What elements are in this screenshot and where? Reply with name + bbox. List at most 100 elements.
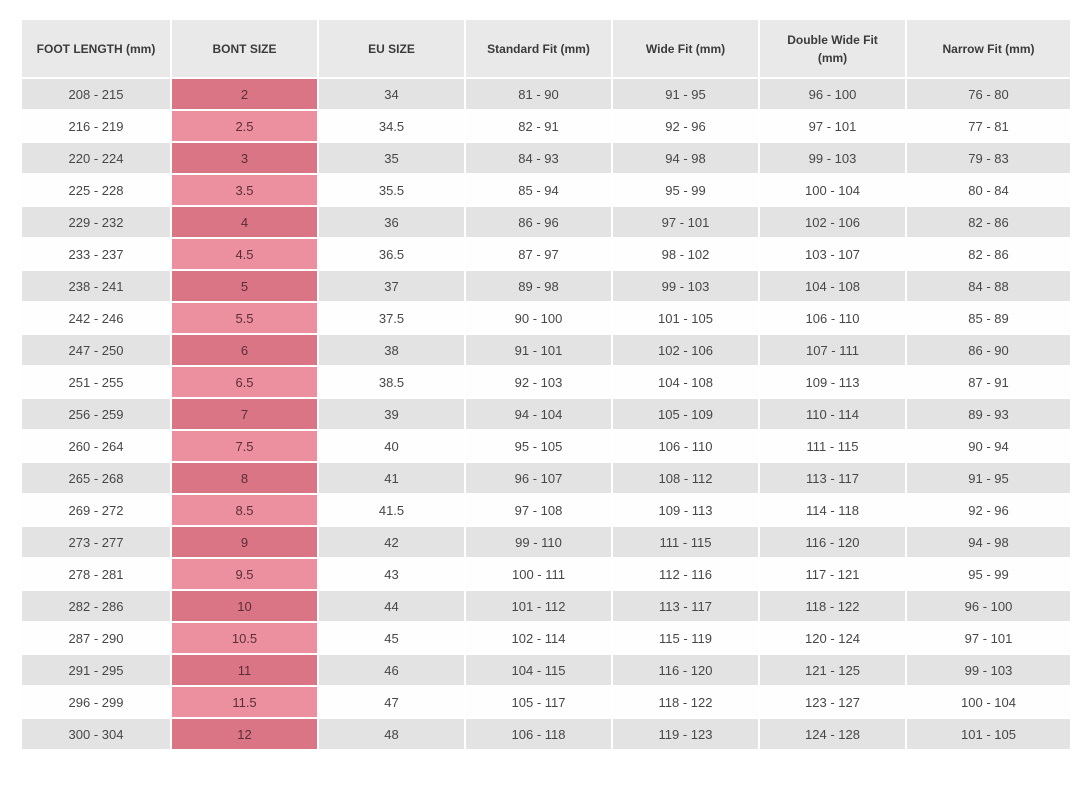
standard-fit-cell: 86 - 96	[464, 205, 613, 239]
narrow-fit-cell: 91 - 95	[905, 461, 1072, 495]
standard-fit-cell: 82 - 91	[464, 109, 613, 143]
eu-size-cell: 48	[317, 717, 466, 751]
bont-size-cell: 7	[170, 397, 319, 431]
bont-size-cell: 7.5	[170, 429, 319, 463]
foot-length-cell: 265 - 268	[20, 461, 172, 495]
bont-size-cell: 9.5	[170, 557, 319, 591]
table-row: 265 - 268 8 41 96 - 107 108 - 112 113 - 117 91…	[20, 461, 1072, 495]
double-wide-fit-cell: 121 - 125	[758, 653, 907, 687]
bont-size-cell: 11.5	[170, 685, 319, 719]
standard-fit-cell: 87 - 97	[464, 237, 613, 271]
eu-size-cell: 42	[317, 525, 466, 559]
eu-size-cell: 36	[317, 205, 466, 239]
foot-length-cell: 247 - 250	[20, 333, 172, 367]
wide-fit-cell: 111 - 115	[611, 525, 760, 559]
standard-fit-cell: 96 - 107	[464, 461, 613, 495]
double-wide-fit-cell: 113 - 117	[758, 461, 907, 495]
standard-fit-cell: 92 - 103	[464, 365, 613, 399]
wide-fit-cell: 113 - 117	[611, 589, 760, 623]
standard-fit-cell: 89 - 98	[464, 269, 613, 303]
eu-size-cell: 38.5	[317, 365, 466, 399]
standard-fit-cell: 94 - 104	[464, 397, 613, 431]
table-row: 282 - 286 10 44 101 - 112 113 - 117 118 - 122…	[20, 589, 1072, 623]
double-wide-fit-cell: 120 - 124	[758, 621, 907, 655]
standard-fit-cell: 90 - 100	[464, 301, 613, 335]
narrow-fit-cell: 94 - 98	[905, 525, 1072, 559]
foot-length-cell: 291 - 295	[20, 653, 172, 687]
double-wide-fit-cell: 103 - 107	[758, 237, 907, 271]
foot-length-cell: 225 - 228	[20, 173, 172, 207]
col-header-foot-length: FOOT LENGTH (mm)	[20, 18, 172, 79]
table-row: 247 - 250 6 38 91 - 101 102 - 106 107 - 111 86…	[20, 333, 1072, 367]
foot-length-cell: 269 - 272	[20, 493, 172, 527]
wide-fit-cell: 104 - 108	[611, 365, 760, 399]
bont-size-cell: 4.5	[170, 237, 319, 271]
wide-fit-cell: 108 - 112	[611, 461, 760, 495]
foot-length-cell: 278 - 281	[20, 557, 172, 591]
table-row: 260 - 264 7.5 40 95 - 105 106 - 110 111 - 115…	[20, 429, 1072, 463]
double-wide-fit-cell: 96 - 100	[758, 77, 907, 111]
table-row: 291 - 295 11 46 104 - 115 116 - 120 121 - 125…	[20, 653, 1072, 687]
double-wide-fit-cell: 100 - 104	[758, 173, 907, 207]
foot-length-cell: 242 - 246	[20, 301, 172, 335]
narrow-fit-cell: 85 - 89	[905, 301, 1072, 335]
table-row: 269 - 272 8.5 41.5 97 - 108 109 - 113 114 - 1…	[20, 493, 1072, 527]
foot-length-cell: 208 - 215	[20, 77, 172, 111]
wide-fit-cell: 98 - 102	[611, 237, 760, 271]
narrow-fit-cell: 84 - 88	[905, 269, 1072, 303]
eu-size-cell: 40	[317, 429, 466, 463]
narrow-fit-cell: 100 - 104	[905, 685, 1072, 719]
narrow-fit-cell: 77 - 81	[905, 109, 1072, 143]
foot-length-cell: 233 - 237	[20, 237, 172, 271]
table-row: 273 - 277 9 42 99 - 110 111 - 115 116 - 120 94…	[20, 525, 1072, 559]
wide-fit-cell: 95 - 99	[611, 173, 760, 207]
narrow-fit-cell: 101 - 105	[905, 717, 1072, 751]
foot-length-cell: 260 - 264	[20, 429, 172, 463]
eu-size-cell: 34	[317, 77, 466, 111]
narrow-fit-cell: 92 - 96	[905, 493, 1072, 527]
wide-fit-cell: 101 - 105	[611, 301, 760, 335]
bont-size-cell: 3	[170, 141, 319, 175]
bont-size-chart-table: FOOT LENGTH (mm) BONT SIZE EU SIZE Stand…	[20, 18, 1072, 751]
wide-fit-cell: 94 - 98	[611, 141, 760, 175]
table-row: 233 - 237 4.5 36.5 87 - 97 98 - 102 103 - 107…	[20, 237, 1072, 271]
standard-fit-cell: 97 - 108	[464, 493, 613, 527]
wide-fit-cell: 106 - 110	[611, 429, 760, 463]
double-wide-fit-cell: 110 - 114	[758, 397, 907, 431]
foot-length-cell: 282 - 286	[20, 589, 172, 623]
bont-size-cell: 5.5	[170, 301, 319, 335]
foot-length-cell: 251 - 255	[20, 365, 172, 399]
narrow-fit-cell: 87 - 91	[905, 365, 1072, 399]
standard-fit-cell: 105 - 117	[464, 685, 613, 719]
wide-fit-cell: 118 - 122	[611, 685, 760, 719]
table-row: 300 - 304 12 48 106 - 118 119 - 123 124 - 128…	[20, 717, 1072, 751]
table-row: 242 - 246 5.5 37.5 90 - 100 101 - 105 106 - 1…	[20, 301, 1072, 335]
foot-length-cell: 287 - 290	[20, 621, 172, 655]
bont-size-cell: 9	[170, 525, 319, 559]
narrow-fit-cell: 80 - 84	[905, 173, 1072, 207]
bont-size-cell: 10	[170, 589, 319, 623]
eu-size-cell: 41	[317, 461, 466, 495]
eu-size-cell: 39	[317, 397, 466, 431]
table-row: 238 - 241 5 37 89 - 98 99 - 103 104 - 108 84 -…	[20, 269, 1072, 303]
standard-fit-cell: 106 - 118	[464, 717, 613, 751]
bont-size-cell: 10.5	[170, 621, 319, 655]
double-wide-fit-cell: 124 - 128	[758, 717, 907, 751]
wide-fit-cell: 116 - 120	[611, 653, 760, 687]
narrow-fit-cell: 79 - 83	[905, 141, 1072, 175]
table-body: 208 - 215 2 34 81 - 90 91 - 95 96 - 100 76 - 8…	[20, 77, 1072, 751]
foot-length-cell: 216 - 219	[20, 109, 172, 143]
eu-size-cell: 37.5	[317, 301, 466, 335]
standard-fit-cell: 85 - 94	[464, 173, 613, 207]
eu-size-cell: 46	[317, 653, 466, 687]
wide-fit-cell: 91 - 95	[611, 77, 760, 111]
foot-length-cell: 296 - 299	[20, 685, 172, 719]
header-row: FOOT LENGTH (mm) BONT SIZE EU SIZE Stand…	[20, 18, 1072, 79]
bont-size-cell: 4	[170, 205, 319, 239]
double-wide-fit-cell: 102 - 106	[758, 205, 907, 239]
narrow-fit-cell: 86 - 90	[905, 333, 1072, 367]
eu-size-cell: 45	[317, 621, 466, 655]
bont-size-cell: 3.5	[170, 173, 319, 207]
table-row: 278 - 281 9.5 43 100 - 111 112 - 116 117 - 12…	[20, 557, 1072, 591]
col-header-standard-fit: Standard Fit (mm)	[464, 18, 613, 79]
